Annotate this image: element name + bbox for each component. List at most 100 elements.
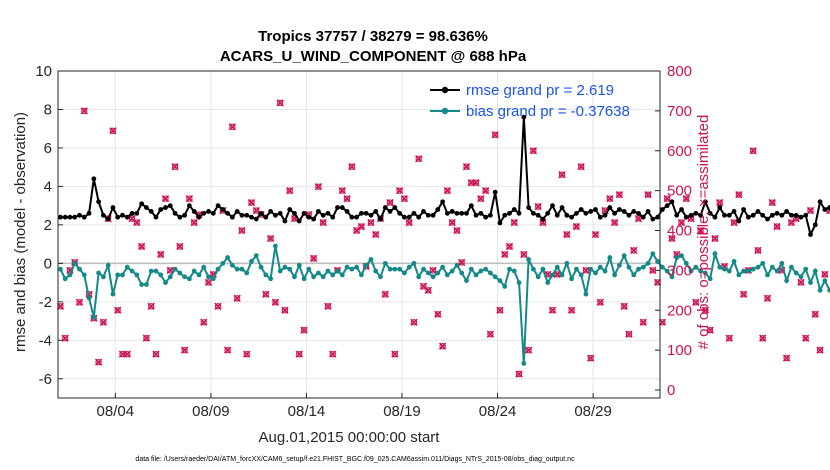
obs-possible-marker (578, 163, 585, 170)
bias-point (616, 262, 622, 268)
obs-possible-marker (248, 199, 255, 206)
rmse-point (172, 210, 178, 216)
rmse-point (722, 212, 727, 218)
obs-assimilated-marker (271, 298, 280, 306)
obs-assimilated-marker (161, 194, 170, 203)
rmse-point (234, 209, 240, 214)
obs-possible-marker (148, 303, 155, 310)
obs-possible-marker (568, 307, 575, 314)
obs-possible-marker (200, 319, 207, 326)
obs-assimilated-marker (171, 163, 179, 171)
bias-point (683, 260, 689, 266)
obs-possible-marker (286, 187, 293, 194)
rmse-point (86, 210, 92, 216)
rmse-point (449, 209, 455, 214)
obs-possible-marker (754, 247, 762, 254)
rmse-point (731, 209, 737, 214)
rmse-point (444, 210, 450, 216)
obs-count-markers (56, 99, 830, 378)
rmse-point (827, 205, 830, 210)
bias-point (153, 268, 159, 274)
bias-point (702, 270, 708, 276)
obs-possible-marker (243, 350, 250, 358)
rmse-point (803, 212, 809, 218)
obs-assimilated-marker (424, 286, 432, 294)
bias-point (464, 278, 469, 284)
obs-possible-marker (769, 199, 776, 206)
obs-assimilated-marker (223, 346, 232, 354)
rmse-point (554, 212, 560, 218)
bias-point (249, 259, 254, 264)
bias-point (292, 274, 297, 280)
legend-rmse-label: rmse grand pr = 2.619 (466, 82, 614, 99)
x-axis-label: Aug.01,2015 00:00:00 start (259, 429, 441, 446)
bias-point (91, 314, 97, 320)
rmse-point (373, 209, 379, 214)
obs-possible-marker (788, 219, 795, 226)
rmse-point (115, 214, 121, 220)
rmse-point (712, 214, 718, 220)
bias-point (550, 272, 555, 278)
y-tick-label-left: 8 (44, 101, 52, 118)
bias-point (473, 272, 479, 278)
rmse-point (253, 216, 259, 222)
rmse-point (382, 205, 388, 210)
rmse-point (182, 212, 188, 218)
bias-point (612, 272, 618, 278)
obs-assimilated-marker (639, 318, 647, 326)
legend-bias-marker (441, 107, 449, 115)
obs-assimilated-marker (634, 214, 643, 223)
bias-point (158, 272, 164, 278)
obs-assimilated-marker (233, 294, 241, 302)
obs-possible-marker (606, 195, 613, 202)
rmse-point (779, 212, 785, 218)
bias-point (664, 268, 670, 274)
obs-assimilated-marker (477, 194, 485, 203)
obs-assimilated-marker (190, 218, 198, 227)
obs-possible-marker (525, 346, 532, 354)
rmse-point (583, 210, 589, 216)
bias-point (755, 264, 761, 270)
obs-assimilated-marker (505, 242, 514, 251)
rmse-point (287, 207, 293, 212)
rmse-point (263, 214, 269, 220)
obs-assimilated-marker (400, 194, 409, 203)
rmse-point (91, 176, 97, 182)
obs-possible-marker (281, 307, 289, 314)
obs-possible-marker (157, 251, 164, 258)
rmse-point (411, 210, 417, 216)
bias-point (430, 274, 436, 280)
rmse-point (354, 214, 360, 220)
obs-possible-marker (76, 299, 83, 306)
rmse-point (535, 212, 541, 218)
bias-point (172, 266, 178, 272)
obs-assimilated-marker (152, 350, 160, 358)
bias-point (679, 253, 684, 259)
obs-possible-marker (616, 191, 623, 198)
obs-assimilated-marker (510, 218, 518, 227)
obs-possible-marker (549, 307, 556, 314)
obs-assimilated-marker (338, 186, 346, 195)
bias-point (526, 257, 532, 262)
bias-point (468, 266, 474, 272)
rmse-point (784, 209, 790, 214)
obs-assimilated-marker (405, 218, 413, 227)
chart-title-line2: ACARS_U_WIND_COMPONENT @ 688 hPa (220, 48, 527, 65)
obs-possible-marker (449, 219, 456, 226)
obs-possible-marker (339, 187, 346, 194)
obs-assimilated-marker (309, 254, 318, 263)
bias-point (745, 268, 751, 274)
bias-point (196, 272, 202, 278)
obs-assimilated-marker (534, 202, 542, 211)
rmse-point (129, 210, 135, 216)
obs-possible-marker (635, 215, 642, 222)
rmse-point (664, 203, 670, 209)
bias-point (421, 266, 426, 272)
rmse-point (741, 207, 747, 212)
obs-possible-marker (406, 219, 413, 226)
rmse-point (798, 214, 804, 220)
obs-possible-marker (171, 163, 179, 170)
bias-point (397, 266, 403, 272)
obs-possible-marker (391, 350, 398, 358)
rmse-point (640, 214, 646, 220)
